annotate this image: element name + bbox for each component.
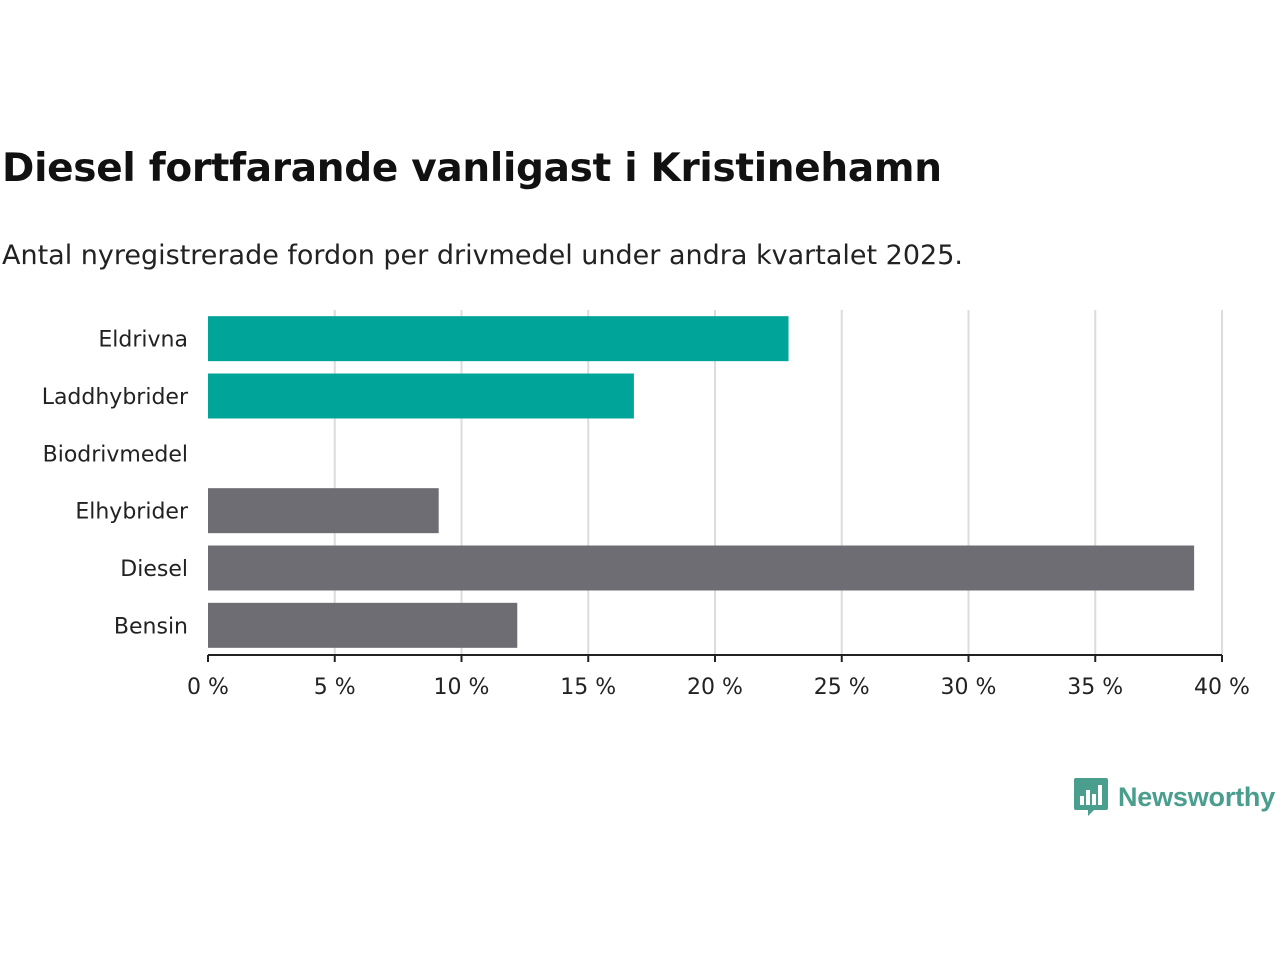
newsworthy-logo: Newsworthy <box>1072 776 1275 818</box>
bar-eldrivna <box>208 316 789 362</box>
x-tick-label: 15 % <box>560 675 616 700</box>
bar-bensin <box>208 602 518 648</box>
category-label: Elhybrider <box>75 500 189 525</box>
bar-laddhybrider <box>208 373 634 419</box>
category-label: Diesel <box>120 557 188 582</box>
bar-diesel <box>208 545 1195 591</box>
x-tick-label: 25 % <box>814 675 870 700</box>
category-label: Bensin <box>114 614 188 639</box>
chart-title: Diesel fortfarande vanligast i Kristineh… <box>2 146 942 191</box>
chart-subtitle: Antal nyregistrerade fordon per drivmede… <box>2 240 963 271</box>
grid-lines <box>333 310 1223 654</box>
category-labels: Eldrivna Laddhybrider Biodrivmedel Elhybrid… <box>42 328 189 640</box>
x-axis: 0 % 5 % 10 % 15 % 20 % 25 % 30 % 35 % 40 % <box>187 654 1250 700</box>
x-tick-label: 10 % <box>434 675 490 700</box>
x-tick-label: 20 % <box>687 675 743 700</box>
x-tick-label: 30 % <box>941 675 997 700</box>
category-label: Biodrivmedel <box>43 442 188 467</box>
x-tick-label: 35 % <box>1067 675 1123 700</box>
x-tick-label: 0 % <box>187 675 229 700</box>
category-label: Eldrivna <box>98 328 188 353</box>
bar-chart-speech-bubble-icon <box>1074 778 1108 816</box>
category-label: Laddhybrider <box>42 385 189 410</box>
bars <box>208 316 1195 648</box>
x-tick-label: 5 % <box>314 675 356 700</box>
bar-elhybrider <box>208 488 439 534</box>
x-tick-label: 40 % <box>1194 675 1250 700</box>
logo-text: Newsworthy <box>1118 781 1276 812</box>
